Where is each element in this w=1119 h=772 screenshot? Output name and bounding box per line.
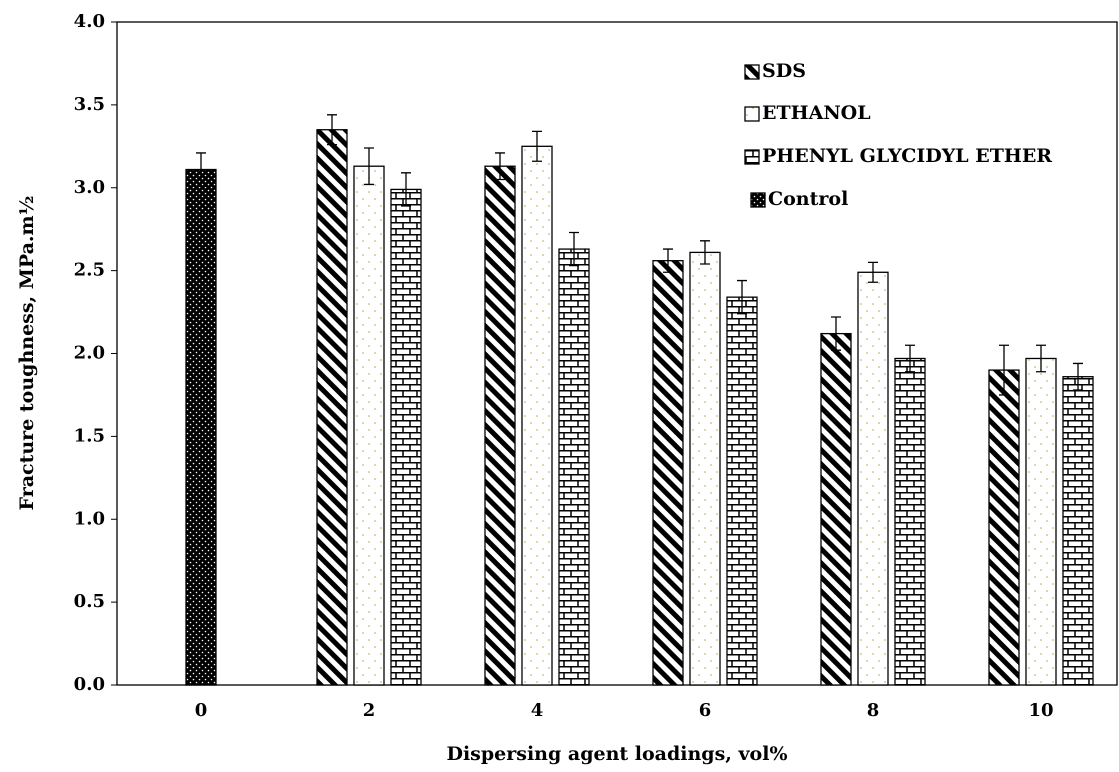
bar <box>390 188 422 686</box>
x-tick-label: 0 <box>195 700 208 721</box>
y-tick-label: 4.0 <box>74 11 105 32</box>
bar <box>894 357 926 686</box>
error-bar <box>737 279 747 315</box>
error-bar <box>663 248 673 273</box>
y-tick-label: 1.5 <box>74 425 105 446</box>
error-bar <box>831 316 841 351</box>
x-tick-label: 6 <box>699 700 712 721</box>
bar <box>726 296 758 686</box>
y-tick-label: 2.0 <box>74 343 105 364</box>
y-tick-label: 0.5 <box>74 591 105 612</box>
error-bar <box>1036 344 1046 373</box>
legend-label: SDS <box>762 60 806 82</box>
legend-swatch <box>744 106 760 122</box>
bar <box>857 271 889 686</box>
legend-swatch <box>744 64 760 80</box>
y-tick-label: 3.0 <box>74 177 105 198</box>
error-bar <box>196 152 206 187</box>
error-bar <box>868 261 878 283</box>
bar <box>988 369 1020 686</box>
bar <box>652 260 684 686</box>
error-bar <box>905 344 915 373</box>
x-tick-label: 8 <box>867 700 880 721</box>
y-tick-label: 0.0 <box>74 674 105 695</box>
bar <box>558 248 590 686</box>
legend-label: Control <box>768 188 848 210</box>
error-bar <box>401 172 411 207</box>
x-tick-label: 2 <box>363 700 376 721</box>
bar <box>521 145 553 686</box>
error-bar <box>569 231 579 267</box>
error-bar <box>495 152 505 181</box>
bar <box>353 165 385 686</box>
x-axis-label: Dispersing agent loadings, vol% <box>446 743 787 765</box>
error-bar <box>532 130 542 162</box>
legend-label: PHENYL GLYCIDYL ETHER <box>762 145 1052 167</box>
legend-label: ETHANOL <box>762 102 871 124</box>
error-bar <box>364 147 374 186</box>
x-tick-label: 4 <box>531 700 544 721</box>
y-tick-label: 1.0 <box>74 508 105 529</box>
bar <box>1062 376 1094 686</box>
y-axis-label: Fracture toughness, MPa.m½ <box>16 196 38 511</box>
legend-swatch <box>750 192 766 208</box>
bar <box>185 168 217 686</box>
bar <box>820 332 852 686</box>
error-bar <box>999 344 1009 396</box>
error-bar <box>327 114 337 146</box>
x-tick-label: 10 <box>1028 700 1053 721</box>
plot-border <box>116 21 1118 686</box>
error-bar <box>1073 362 1083 391</box>
bar <box>1025 357 1057 686</box>
y-tick-label: 3.5 <box>74 94 105 115</box>
legend-swatch <box>744 149 760 165</box>
bar <box>689 251 721 686</box>
y-tick-label: 2.5 <box>74 260 105 281</box>
bar <box>316 129 348 686</box>
error-bar <box>700 240 710 265</box>
bar <box>484 165 516 686</box>
